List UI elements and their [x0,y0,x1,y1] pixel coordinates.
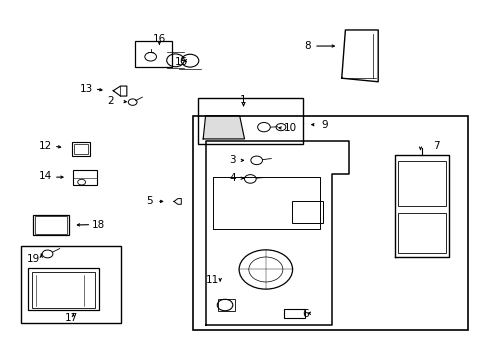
Text: 15: 15 [174,57,187,67]
Bar [72,142,90,157]
Text: 11: 11 [206,275,219,285]
Bar [32,272,95,308]
Bar [21,246,120,323]
Text: 16: 16 [152,34,166,44]
Bar [291,201,323,224]
Bar [74,144,88,154]
Bar [217,299,234,311]
Text: 6: 6 [302,309,308,319]
Text: 12: 12 [39,141,52,151]
Bar [33,215,69,235]
Bar [135,41,171,67]
Bar [35,216,67,234]
Text: 4: 4 [228,173,235,183]
Text: 17: 17 [65,312,79,323]
Bar [198,98,302,144]
Text: 5: 5 [146,197,153,206]
Text: 7: 7 [432,141,439,151]
Text: 19: 19 [26,253,40,264]
Bar [193,116,467,330]
Text: 14: 14 [39,171,52,181]
Text: 13: 13 [80,84,93,94]
Text: 18: 18 [92,220,105,230]
Text: 9: 9 [321,120,327,130]
Bar [284,309,305,318]
Text: 8: 8 [304,41,310,51]
Bar [397,161,446,206]
Text: 10: 10 [284,123,297,133]
Bar [28,267,99,310]
Text: 3: 3 [228,156,235,165]
Text: 1: 1 [240,95,246,105]
Text: 2: 2 [107,96,114,107]
Polygon shape [203,116,244,139]
Bar [397,212,446,253]
Bar [73,170,97,185]
